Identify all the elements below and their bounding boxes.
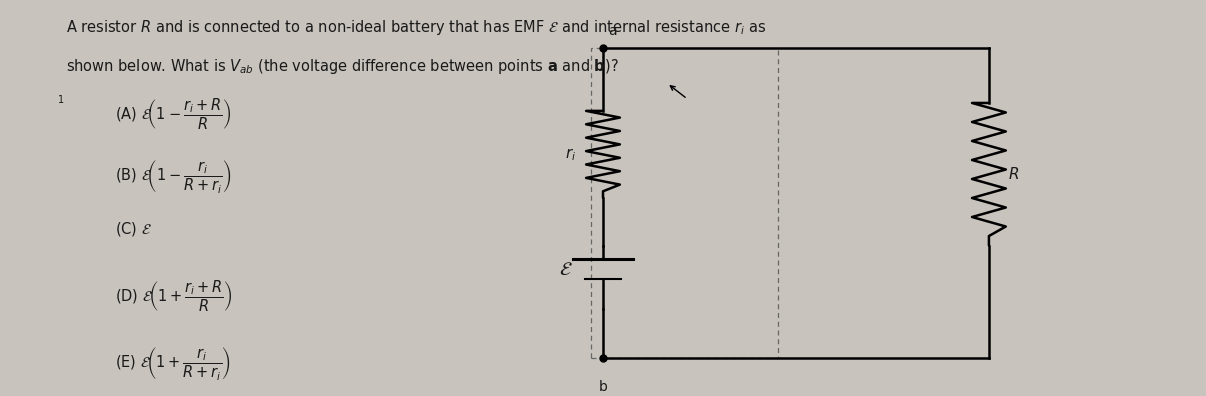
Text: $R$: $R$ [1008,166,1019,182]
Text: b: b [598,380,608,394]
Text: (A) $\mathcal{E}\!\left(1-\dfrac{r_i+R}{R}\right)$: (A) $\mathcal{E}\!\left(1-\dfrac{r_i+R}{… [115,97,232,132]
Text: A resistor $R$ and is connected to a non-ideal battery that has EMF $\mathcal{E}: A resistor $R$ and is connected to a non… [66,18,767,37]
Text: 1: 1 [58,95,64,105]
Text: shown below. What is $V_{ab}$ (the voltage difference between points $\mathbf{a}: shown below. What is $V_{ab}$ (the volta… [66,57,619,76]
Text: (D) $\mathcal{E}\!\left(1+\dfrac{r_i+R}{R}\right)$: (D) $\mathcal{E}\!\left(1+\dfrac{r_i+R}{… [115,279,233,314]
Text: a: a [608,24,617,38]
Text: (E) $\mathcal{E}\!\left(1+\dfrac{r_i}{R+r_i}\right)$: (E) $\mathcal{E}\!\left(1+\dfrac{r_i}{R+… [115,345,230,381]
Text: (C) $\mathcal{E}$: (C) $\mathcal{E}$ [115,220,152,238]
Bar [591,48,778,358]
Text: (B) $\mathcal{E}\!\left(1-\dfrac{r_i}{R+r_i}\right)$: (B) $\mathcal{E}\!\left(1-\dfrac{r_i}{R+… [115,158,232,195]
Text: $\mathcal{E}$: $\mathcal{E}$ [560,260,573,279]
Text: $r_i$: $r_i$ [566,146,576,163]
